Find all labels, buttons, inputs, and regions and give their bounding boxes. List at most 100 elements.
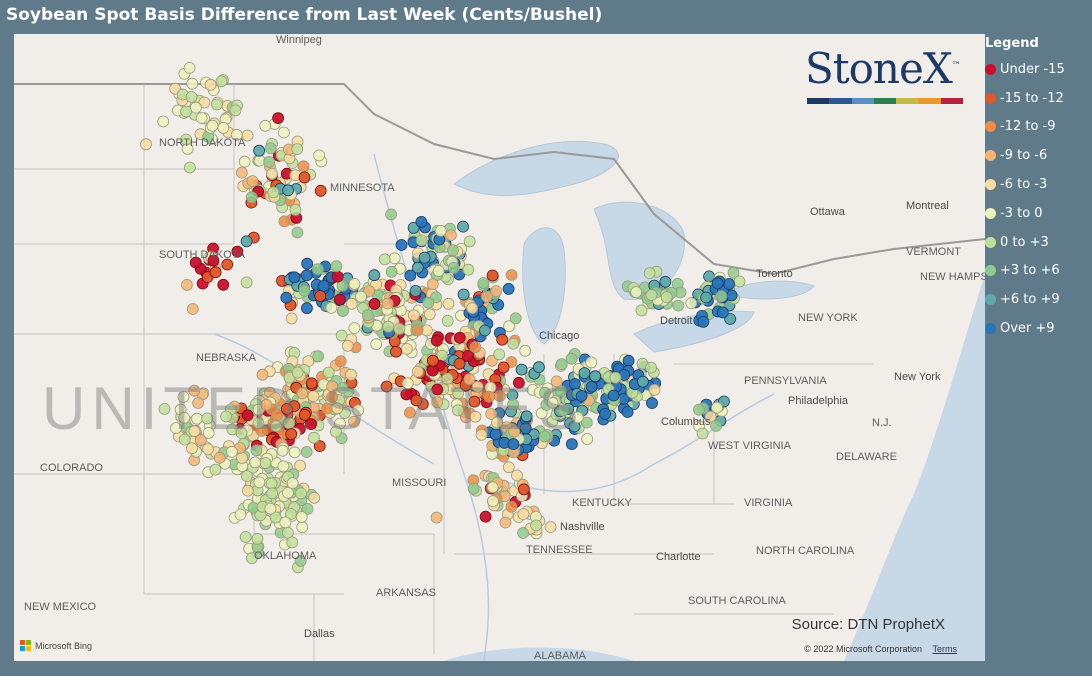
map-data-point[interactable] <box>329 425 342 438</box>
map-data-point[interactable] <box>507 438 520 451</box>
map-data-point[interactable] <box>418 251 431 264</box>
map-data-point[interactable] <box>298 284 311 297</box>
map-data-point[interactable] <box>422 296 435 309</box>
map-data-point[interactable] <box>291 366 304 379</box>
map-data-point[interactable] <box>278 215 291 228</box>
map-data-point[interactable] <box>189 101 202 114</box>
map-data-point[interactable] <box>280 403 293 415</box>
map-data-point[interactable] <box>490 285 503 298</box>
map-data-point[interactable] <box>291 143 304 155</box>
map-data-point[interactable] <box>207 254 220 267</box>
map-data-point[interactable] <box>300 302 313 315</box>
map-data-point[interactable] <box>253 476 266 489</box>
legend-item[interactable]: -12 to -9 <box>985 113 1065 142</box>
map-data-point[interactable] <box>331 402 344 415</box>
map-data-point[interactable] <box>700 291 713 304</box>
map-data-point[interactable] <box>411 324 424 337</box>
legend-item[interactable]: -15 to -12 <box>985 84 1065 113</box>
map-data-point[interactable] <box>431 383 444 396</box>
map-data-point[interactable] <box>368 297 381 310</box>
map-data-point[interactable] <box>188 384 201 397</box>
map-data-point[interactable] <box>452 387 465 400</box>
map-data-point[interactable] <box>486 269 499 282</box>
map-data-point[interactable] <box>269 511 282 524</box>
map-data-point[interactable] <box>245 552 258 565</box>
map-data-point[interactable] <box>447 244 459 257</box>
map-data-point[interactable] <box>295 487 307 500</box>
map-data-point[interactable] <box>245 191 258 204</box>
map-data-point[interactable] <box>710 419 722 432</box>
map-data-point[interactable] <box>411 365 424 378</box>
map-data-point[interactable] <box>264 502 277 515</box>
map-data-point[interactable] <box>250 444 263 457</box>
map-data-point[interactable] <box>565 352 578 365</box>
map-data-point[interactable] <box>711 277 724 290</box>
map-data-point[interactable] <box>180 105 193 118</box>
map-data-point[interactable] <box>231 245 244 258</box>
map-data-point[interactable] <box>259 119 272 132</box>
map-data-point[interactable] <box>400 343 413 355</box>
map-data-point[interactable] <box>297 160 310 173</box>
map-data-point[interactable] <box>660 291 673 304</box>
map-data-point[interactable] <box>431 396 444 409</box>
map-data-point[interactable] <box>277 126 290 139</box>
map-data-point[interactable] <box>235 166 248 179</box>
legend-item[interactable]: Over +9 <box>985 314 1065 343</box>
map-data-point[interactable] <box>301 502 314 515</box>
map-data-point[interactable] <box>352 404 365 417</box>
legend-item[interactable]: +6 to +9 <box>985 285 1065 314</box>
map-data-point[interactable] <box>630 286 643 299</box>
map-data-point[interactable] <box>685 297 698 310</box>
map-data-point[interactable] <box>312 350 325 363</box>
map-data-point[interactable] <box>505 269 518 281</box>
map-data-point[interactable] <box>463 373 476 386</box>
map-data-point[interactable] <box>509 312 522 325</box>
map-data-point[interactable] <box>282 486 294 499</box>
map-data-point[interactable] <box>209 266 222 279</box>
map-data-point[interactable] <box>381 297 394 310</box>
map-data-point[interactable] <box>285 428 298 441</box>
map-data-point[interactable] <box>263 156 276 168</box>
map-data-point[interactable] <box>704 410 717 423</box>
map-data-point[interactable] <box>325 301 338 314</box>
map-data-point[interactable] <box>336 279 349 292</box>
map-data-point[interactable] <box>401 377 414 390</box>
map-data-point[interactable] <box>322 366 335 379</box>
map-data-point[interactable] <box>493 348 506 361</box>
map-data-point[interactable] <box>380 380 393 393</box>
map-data-point[interactable] <box>502 461 515 474</box>
map-data-point[interactable] <box>415 215 428 228</box>
map-data-point[interactable] <box>468 395 481 408</box>
map-data-point[interactable] <box>368 269 381 282</box>
map-data-point[interactable] <box>555 358 568 371</box>
terms-link[interactable]: Terms <box>932 644 958 654</box>
map-data-point[interactable] <box>502 282 515 295</box>
map-data-point[interactable] <box>475 428 488 441</box>
map-data-point[interactable] <box>442 297 455 310</box>
map-data-point[interactable] <box>201 412 214 425</box>
map-data-point[interactable] <box>217 278 230 291</box>
map-data-point[interactable] <box>530 519 543 532</box>
map-data-point[interactable] <box>307 431 320 444</box>
map-data-point[interactable] <box>157 115 170 128</box>
map-data-point[interactable] <box>276 444 289 457</box>
map-data-point[interactable] <box>220 410 233 423</box>
map-data-point[interactable] <box>515 363 528 376</box>
map-data-point[interactable] <box>407 309 420 322</box>
map-data-point[interactable] <box>256 368 269 381</box>
map-data-point[interactable] <box>305 377 318 390</box>
map-data-point[interactable] <box>180 278 193 291</box>
map-data-point[interactable] <box>289 203 302 216</box>
map-data-point[interactable] <box>483 390 496 403</box>
map-data-point[interactable] <box>539 386 551 399</box>
map-data-point[interactable] <box>441 372 454 385</box>
map-data-point[interactable] <box>234 508 247 521</box>
map-data-point[interactable] <box>505 500 518 513</box>
map-data-point[interactable] <box>183 161 196 174</box>
map-data-point[interactable] <box>512 376 525 389</box>
map-data-point[interactable] <box>388 252 401 265</box>
map-data-point[interactable] <box>659 275 672 288</box>
map-data-point[interactable] <box>507 337 520 350</box>
map-data-point[interactable] <box>229 104 242 117</box>
map-data-point[interactable] <box>330 260 343 273</box>
